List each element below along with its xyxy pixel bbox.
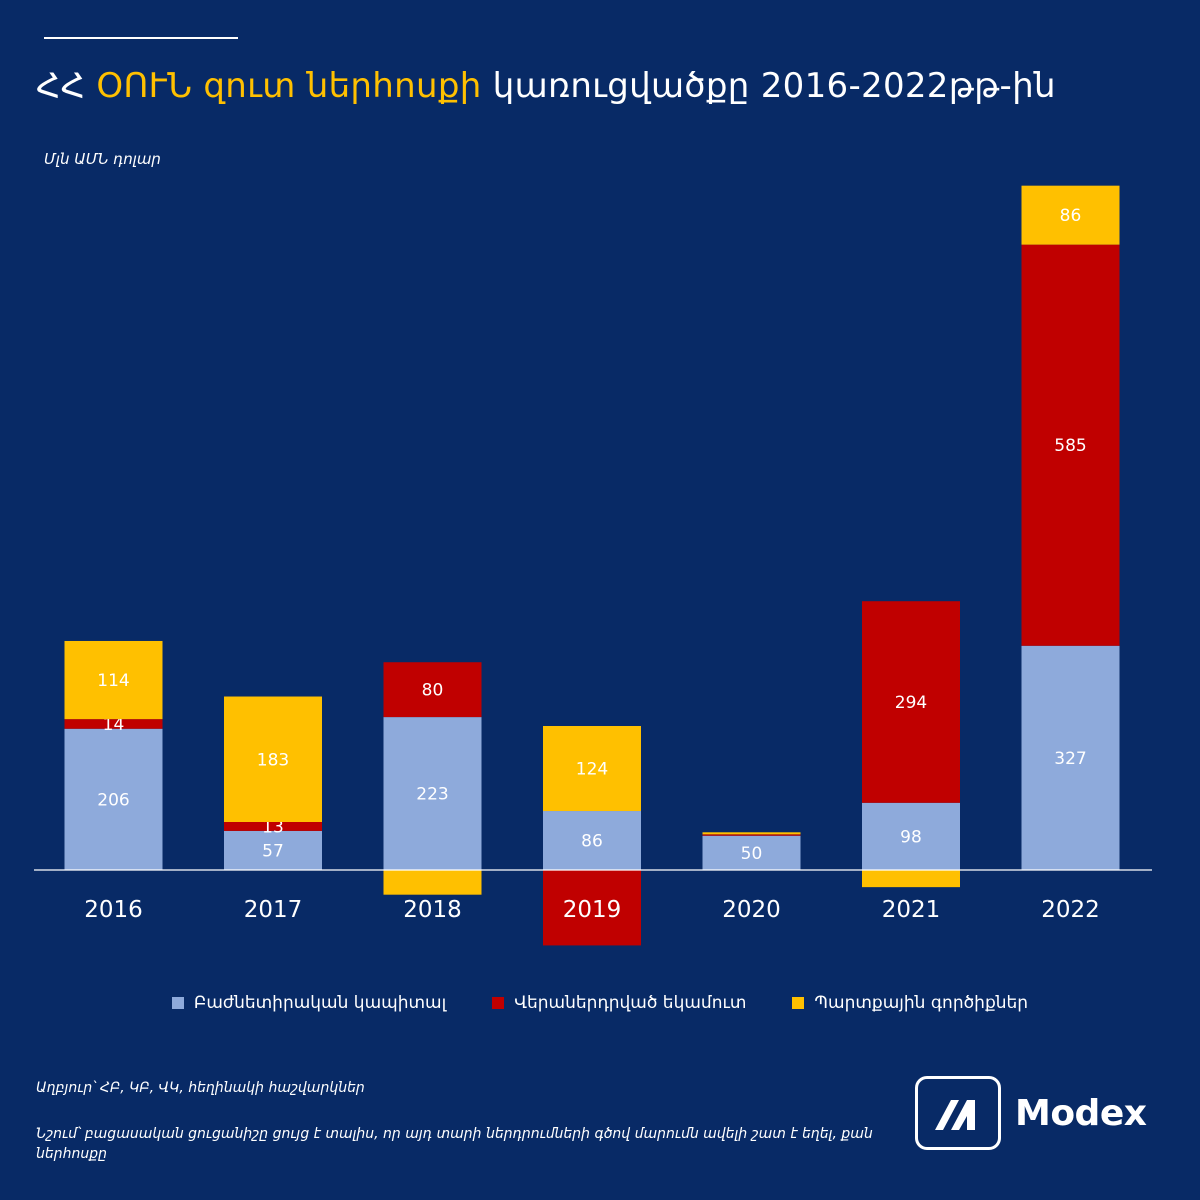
source-note: Աղբյուր՝ ՀԲ, ԿԲ, ՎԿ, հեղինակի հաշվարկներ [36, 1080, 365, 1096]
data-label-equity-2019: 86 [581, 832, 603, 852]
bar-debt-2018 [383, 870, 482, 895]
bar-debt-2020 [702, 832, 801, 835]
bar-debt-2021 [862, 870, 960, 888]
unit-label: Մլն ԱՄՆ դոլար [44, 150, 161, 168]
data-label-debt-2022: 86 [1060, 206, 1082, 226]
data-label-reinvested-2022: 585 [1054, 436, 1086, 456]
data-label-equity-2018: 223 [416, 785, 448, 805]
chart-title: ՀՀ ՕՈՒՆ զուտ ներհոսքի կառուցվածքը 2016-2… [36, 66, 1056, 106]
x-tick-label-2017: 2017 [244, 897, 303, 923]
bar-debt-2019 [543, 726, 641, 812]
bar-debt-2016 [64, 640, 163, 720]
legend-item-reinvested: Վերաներդրված եկամուտ [492, 993, 746, 1013]
bar-equity-2019 [543, 811, 641, 870]
data-label-debt-2019: 124 [576, 760, 608, 780]
footnote: Նշում՝ բացասական ցուցանիշը ցույց է տալիս… [36, 1126, 873, 1163]
data-label-reinvested-2017: 13 [262, 817, 284, 837]
bar-equity-2021 [862, 802, 960, 870]
bar-reinvested-2019 [543, 870, 641, 946]
data-label-reinvested-2021: 294 [895, 693, 927, 713]
legend-label-equity: Բաժնետիրական կապիտալ [193, 993, 447, 1013]
bar-equity-2020 [702, 835, 801, 870]
data-label-reinvested-2018: 80 [422, 681, 444, 701]
x-tick-label-2020: 2020 [722, 897, 781, 923]
title-part1: ՀՀ [36, 66, 97, 106]
bar-reinvested-2022 [1021, 244, 1120, 646]
bar-reinvested-2020 [702, 834, 801, 836]
stacked-bar-chart: 206 14 114 2016 57 13 183 2017 223 80 2018 86 124 201… [34, 185, 1152, 946]
legend-swatch-reinvested [492, 997, 505, 1009]
data-label-debt-2017: 183 [257, 750, 289, 770]
bar-reinvested-2016 [64, 719, 163, 729]
legend-item-debt: Պարտքային գործիքներ [792, 993, 1028, 1013]
x-tick-label-2016: 2016 [84, 897, 143, 923]
data-label-equity-2020: 50 [741, 844, 763, 864]
modex-logo-icon [915, 1076, 1001, 1150]
x-tick-label-2018: 2018 [403, 897, 462, 923]
bar-debt-2022 [1021, 185, 1120, 245]
data-label-equity-2021: 98 [900, 827, 922, 847]
legend-label-debt: Պարտքային գործիքներ [814, 993, 1029, 1013]
legend: Բաժնետիրական կապիտալ Վերաներդրված եկամու… [0, 993, 1200, 1013]
data-label-reinvested-2016: 14 [103, 715, 125, 735]
x-tick-label-2022: 2022 [1041, 897, 1100, 923]
bar-equity-2017 [224, 830, 322, 870]
data-label-debt-2016: 114 [97, 671, 129, 691]
bar-debt-2017 [224, 696, 322, 823]
x-tick-label-2021: 2021 [882, 897, 941, 923]
bar-reinvested-2018 [383, 662, 482, 718]
brand-name: Modex [1015, 1092, 1147, 1134]
bar-equity-2018 [383, 717, 482, 870]
bar-equity-2022 [1021, 645, 1120, 870]
data-label-equity-2016: 206 [97, 790, 129, 810]
legend-swatch-debt [792, 997, 805, 1009]
bar-reinvested-2017 [224, 822, 322, 831]
title-part2: կառուցվածքը 2016-2022թթ-ին [481, 66, 1056, 106]
legend-swatch-equity [171, 997, 184, 1009]
legend-label-reinvested: Վերաներդրված եկամուտ [514, 993, 747, 1013]
data-label-equity-2022: 327 [1054, 749, 1086, 769]
bar-equity-2016 [64, 728, 163, 870]
bar-reinvested-2021 [862, 601, 960, 803]
title-highlight: ՕՈՒՆ զուտ ներհոսքի [96, 66, 482, 106]
top-rule [44, 37, 238, 39]
brand-logo: Modex [915, 1076, 1147, 1150]
x-tick-label-2019: 2019 [563, 897, 622, 923]
data-label-equity-2017: 57 [262, 841, 284, 861]
legend-item-equity: Բաժնետիրական կապիտալ [171, 993, 447, 1013]
